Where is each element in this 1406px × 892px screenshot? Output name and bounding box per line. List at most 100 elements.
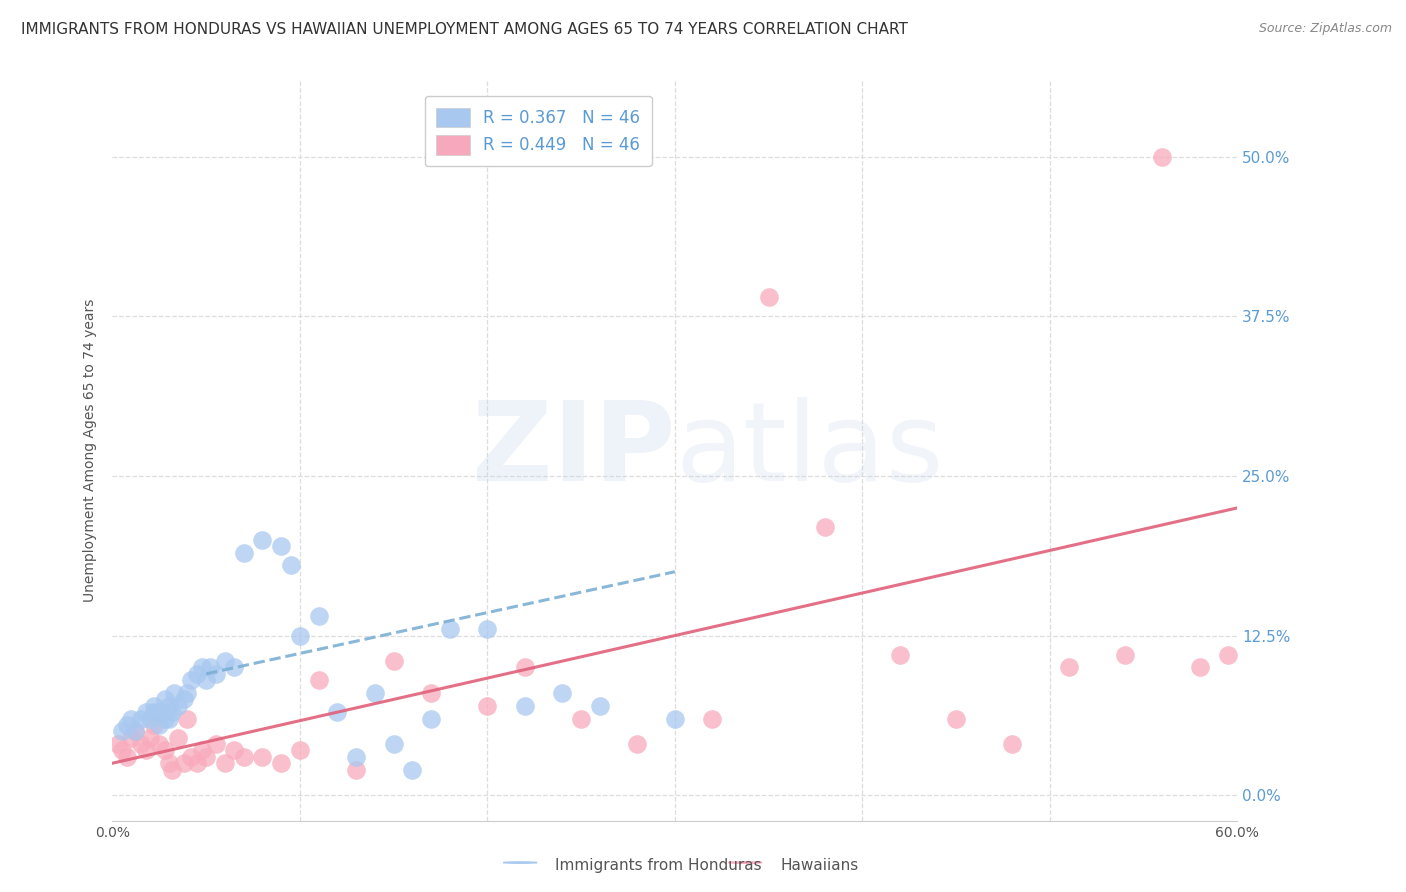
Point xyxy=(1001,737,1024,751)
Point xyxy=(111,743,134,757)
Point xyxy=(344,749,367,764)
Text: ZIP: ZIP xyxy=(471,397,675,504)
Point xyxy=(758,290,780,304)
Point xyxy=(232,749,254,764)
Point xyxy=(163,686,186,700)
Point xyxy=(167,731,190,745)
Point xyxy=(173,756,195,771)
Point xyxy=(232,545,254,559)
Point xyxy=(176,686,198,700)
Point xyxy=(214,756,236,771)
Point xyxy=(153,692,176,706)
Point xyxy=(117,749,139,764)
Point xyxy=(120,731,142,745)
Point xyxy=(157,756,180,771)
Point xyxy=(270,539,292,553)
Point xyxy=(176,712,198,726)
Point xyxy=(252,533,274,547)
Point xyxy=(513,660,536,674)
Point xyxy=(153,743,176,757)
Point xyxy=(420,686,443,700)
Point xyxy=(1188,660,1211,674)
Point xyxy=(280,558,302,573)
Point xyxy=(702,712,724,726)
Text: Hawaiians: Hawaiians xyxy=(780,858,859,872)
Point xyxy=(180,673,202,688)
Point xyxy=(139,712,162,726)
Point xyxy=(326,705,349,719)
Point xyxy=(308,609,330,624)
Point xyxy=(107,737,129,751)
Legend: R = 0.367   N = 46, R = 0.449   N = 46: R = 0.367 N = 46, R = 0.449 N = 46 xyxy=(425,96,651,166)
Point xyxy=(204,666,226,681)
Point xyxy=(167,698,190,713)
Point xyxy=(224,660,246,674)
Point xyxy=(157,698,180,713)
Y-axis label: Unemployment Among Ages 65 to 74 years: Unemployment Among Ages 65 to 74 years xyxy=(83,299,97,602)
Point xyxy=(157,712,180,726)
Point xyxy=(477,698,499,713)
Point xyxy=(214,654,236,668)
Point xyxy=(945,712,967,726)
Point xyxy=(252,749,274,764)
Point xyxy=(551,686,574,700)
Circle shape xyxy=(503,862,537,863)
Point xyxy=(420,712,443,726)
Point xyxy=(148,718,170,732)
Point xyxy=(344,763,367,777)
Point xyxy=(198,660,221,674)
Point xyxy=(135,743,157,757)
Point xyxy=(191,743,214,757)
Point xyxy=(382,737,405,751)
Point xyxy=(477,622,499,636)
Point xyxy=(180,749,202,764)
Point xyxy=(224,743,246,757)
Point xyxy=(124,724,146,739)
Point xyxy=(626,737,648,751)
Point xyxy=(288,629,311,643)
Point xyxy=(1057,660,1080,674)
Point xyxy=(142,698,165,713)
Point xyxy=(589,698,612,713)
Point xyxy=(117,718,139,732)
Point xyxy=(439,622,461,636)
Point xyxy=(814,520,837,534)
Point xyxy=(162,763,184,777)
Point xyxy=(288,743,311,757)
Point xyxy=(139,731,162,745)
Point xyxy=(148,705,170,719)
Point xyxy=(1152,150,1174,164)
Point xyxy=(186,666,208,681)
Point xyxy=(153,712,176,726)
Point xyxy=(195,749,218,764)
Point xyxy=(270,756,292,771)
Point xyxy=(142,718,165,732)
Point xyxy=(129,712,152,726)
Point xyxy=(204,737,226,751)
Point xyxy=(1216,648,1239,662)
Point xyxy=(191,660,214,674)
Point xyxy=(889,648,911,662)
Point xyxy=(1114,648,1136,662)
Point xyxy=(162,705,184,719)
Point xyxy=(186,756,208,771)
Circle shape xyxy=(728,862,762,863)
Point xyxy=(135,705,157,719)
Text: atlas: atlas xyxy=(675,397,943,504)
Point xyxy=(124,724,146,739)
Point xyxy=(364,686,387,700)
Point xyxy=(513,698,536,713)
Point xyxy=(569,712,592,726)
Point xyxy=(382,654,405,668)
Text: Immigrants from Honduras: Immigrants from Honduras xyxy=(555,858,762,872)
Point xyxy=(401,763,423,777)
Point xyxy=(173,692,195,706)
Point xyxy=(148,737,170,751)
Point xyxy=(111,724,134,739)
Point xyxy=(664,712,686,726)
Point xyxy=(129,737,152,751)
Point xyxy=(142,705,165,719)
Text: Source: ZipAtlas.com: Source: ZipAtlas.com xyxy=(1258,22,1392,36)
Point xyxy=(120,712,142,726)
Point xyxy=(308,673,330,688)
